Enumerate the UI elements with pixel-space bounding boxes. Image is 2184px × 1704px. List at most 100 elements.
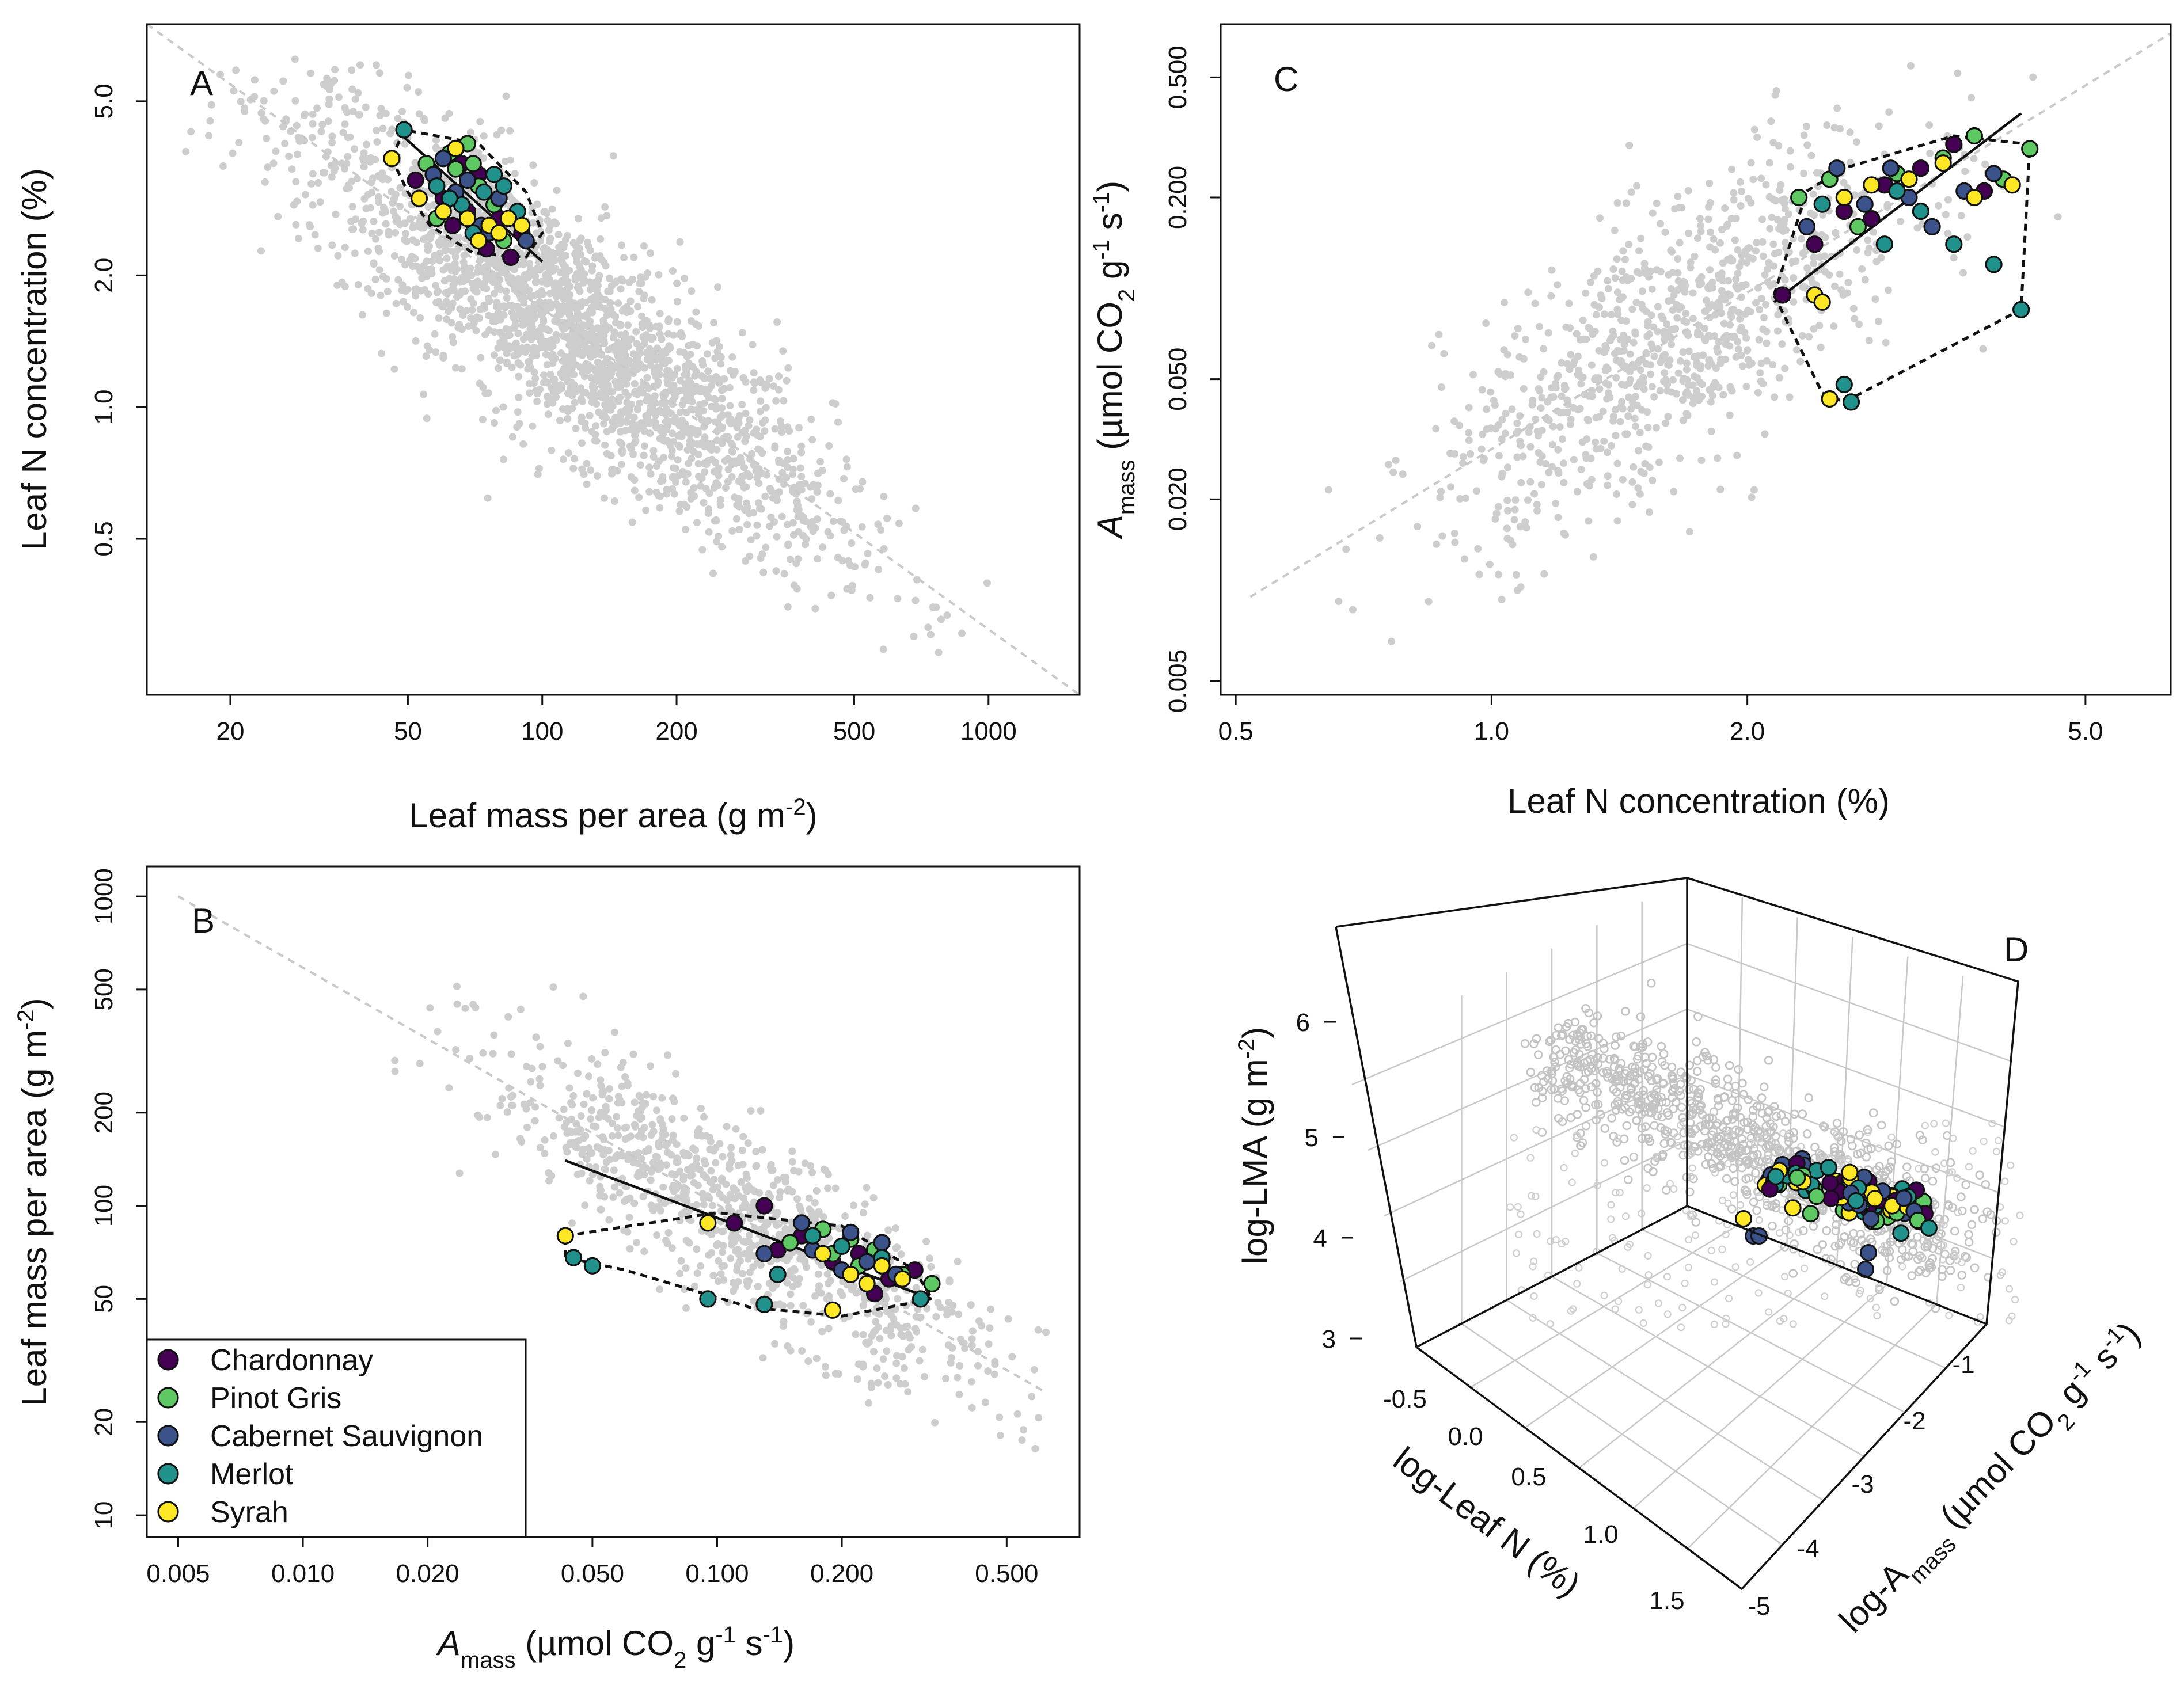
background-point — [1385, 461, 1392, 469]
background-point — [671, 418, 679, 426]
background-point — [375, 69, 383, 77]
background-point — [1460, 452, 1467, 461]
background-point — [1753, 239, 1761, 246]
panel-b-y-label: Leaf mass per area (g m-2) — [13, 998, 54, 1406]
background-point — [673, 298, 681, 306]
background-point — [398, 281, 407, 289]
background-point — [1503, 496, 1511, 504]
background-point — [403, 83, 411, 92]
background-point — [1725, 1060, 1734, 1070]
background-point — [1769, 361, 1777, 368]
background-point — [788, 1158, 796, 1166]
background-point — [700, 400, 708, 408]
background-point — [1833, 104, 1841, 112]
background-point — [564, 389, 572, 397]
background-point — [652, 356, 660, 364]
background-point — [317, 128, 325, 135]
background-point — [578, 465, 586, 473]
background-point — [441, 114, 449, 122]
background-point — [955, 1390, 963, 1398]
background-point — [1897, 218, 1904, 225]
background-point — [1516, 523, 1524, 531]
background-point — [1690, 353, 1698, 361]
background-point — [697, 1262, 705, 1270]
background-point — [536, 1082, 544, 1090]
background-point — [739, 1269, 746, 1277]
background-point — [663, 1148, 671, 1157]
background-point — [843, 463, 851, 471]
background-point — [700, 1157, 708, 1165]
background-point — [1576, 405, 1584, 413]
y-tick-label: 0.005 — [1164, 649, 1192, 713]
background-point — [697, 482, 705, 490]
background-point — [372, 61, 380, 69]
background-point — [1004, 1315, 1012, 1323]
background-point — [237, 98, 245, 105]
background-point — [1775, 248, 1783, 256]
background-point — [600, 1109, 608, 1117]
background-point — [1678, 396, 1687, 404]
background-point — [398, 256, 405, 264]
background-point — [1582, 454, 1590, 462]
background-point — [956, 1335, 964, 1343]
background-point — [640, 242, 648, 250]
background-point — [1689, 315, 1697, 322]
background-point — [439, 266, 447, 274]
background-point — [1616, 417, 1624, 425]
background-point — [1718, 226, 1726, 234]
background-point — [1786, 393, 1794, 401]
grape-point-merlot — [1945, 235, 1963, 253]
background-point — [531, 1103, 539, 1111]
background-point — [670, 331, 677, 339]
background-point — [292, 178, 300, 186]
background-point — [229, 149, 237, 157]
background-point — [1861, 276, 1869, 284]
background-point — [1591, 1100, 1600, 1109]
background-point — [1558, 1117, 1567, 1127]
background-point — [491, 290, 499, 298]
background-point — [1551, 1045, 1560, 1055]
background-point — [738, 401, 746, 409]
background-point — [728, 353, 736, 361]
background-point — [597, 1145, 605, 1153]
background-point — [668, 1115, 676, 1123]
background-point — [406, 215, 414, 223]
background-point — [1746, 1134, 1756, 1143]
grape-point-merlot — [564, 1249, 583, 1266]
background-point — [553, 187, 561, 195]
grape-point-cabernet-sauvignon — [873, 1234, 891, 1252]
background-point — [898, 1353, 906, 1361]
grape-point-syrah — [1821, 390, 1839, 408]
background-point — [1855, 320, 1863, 328]
background-point — [1596, 413, 1604, 421]
background-point — [1676, 239, 1684, 247]
background-point — [493, 131, 501, 139]
background-point — [510, 352, 518, 360]
background-point — [682, 1195, 690, 1203]
background-point — [678, 432, 686, 440]
background-point — [592, 1163, 600, 1171]
background-point — [379, 203, 388, 211]
background-point — [1698, 381, 1706, 389]
background-point — [643, 317, 651, 325]
background-point — [593, 375, 601, 383]
background-point — [667, 410, 675, 418]
background-point — [892, 1374, 901, 1382]
background-point — [1638, 287, 1646, 295]
background-point — [1475, 570, 1483, 579]
background-point — [659, 1183, 667, 1191]
background-point — [625, 1214, 633, 1222]
background-point — [1612, 1032, 1621, 1041]
background-point — [1684, 187, 1692, 195]
background-point — [761, 384, 769, 392]
background-point — [491, 351, 498, 359]
grape-point-merlot — [755, 1295, 773, 1313]
background-point — [1784, 1216, 1794, 1226]
background-point — [943, 611, 951, 619]
background-point — [1558, 359, 1566, 367]
background-point — [781, 1224, 789, 1233]
background-point — [677, 1257, 685, 1265]
background-point — [1653, 424, 1660, 432]
background-point — [935, 648, 943, 656]
background-point — [412, 337, 420, 345]
